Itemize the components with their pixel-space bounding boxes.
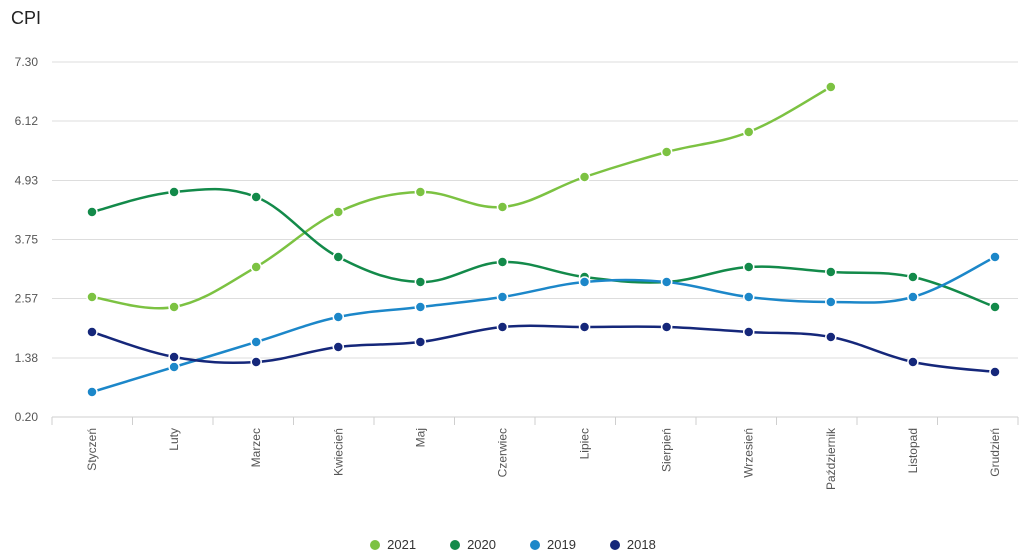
y-axis: 7.30 6.12 4.93 3.75 2.57 1.38 0.20 xyxy=(15,55,39,424)
x-tick-label: Kwiecień xyxy=(331,428,345,476)
data-point-2018[interactable] xyxy=(742,326,755,338)
x-tick-label: Marzec xyxy=(249,428,263,467)
series-line-2020 xyxy=(91,187,996,309)
data-point-2018[interactable] xyxy=(989,366,1001,378)
data-point-2018[interactable] xyxy=(86,326,98,338)
series-line-2019 xyxy=(91,255,996,394)
data-point-2018[interactable] xyxy=(250,356,262,368)
chart-title: CPI xyxy=(11,8,42,28)
y-tick-label: 3.75 xyxy=(15,233,39,247)
data-point-2020[interactable] xyxy=(332,251,345,263)
y-tick-label: 4.93 xyxy=(15,174,39,188)
data-point-2019[interactable] xyxy=(989,251,1001,263)
data-point-2020[interactable] xyxy=(825,266,837,278)
legend-item-2021[interactable]: 2021 xyxy=(370,537,416,552)
data-point-2018[interactable] xyxy=(907,356,919,368)
gridlines xyxy=(52,61,1018,418)
data-point-2020[interactable] xyxy=(907,271,919,283)
data-point-2019[interactable] xyxy=(907,291,919,303)
legend-label: 2020 xyxy=(467,537,496,552)
data-point-2018[interactable] xyxy=(578,321,591,333)
x-tick-label: Luty xyxy=(167,428,181,451)
x-tick-label: Maj xyxy=(413,428,427,447)
series-line-2018 xyxy=(91,324,996,374)
data-point-2019[interactable] xyxy=(168,361,180,373)
data-point-2018[interactable] xyxy=(660,321,673,333)
legend-marker xyxy=(530,539,540,550)
data-point-2021[interactable] xyxy=(496,201,509,213)
data-point-2020[interactable] xyxy=(250,191,262,203)
y-tick-label: 7.30 xyxy=(15,55,39,69)
data-point-2020[interactable] xyxy=(86,206,98,218)
data-point-2021[interactable] xyxy=(168,301,180,313)
data-point-2019[interactable] xyxy=(86,386,98,398)
x-tick-label: Listopad xyxy=(906,428,920,473)
data-point-2019[interactable] xyxy=(250,336,262,348)
data-point-2019[interactable] xyxy=(742,291,755,303)
series-line-2021 xyxy=(91,85,832,310)
legend-label: 2018 xyxy=(626,537,656,552)
data-point-2020[interactable] xyxy=(989,301,1001,313)
data-point-2020[interactable] xyxy=(742,261,755,273)
x-tick-label: Czerwiec xyxy=(495,428,509,477)
data-point-2021[interactable] xyxy=(86,291,98,303)
data-point-2018[interactable] xyxy=(414,336,427,348)
legend-label: 2021 xyxy=(387,537,417,552)
legend-label: 2019 xyxy=(547,537,576,552)
y-tick-label: 1.38 xyxy=(15,351,39,365)
y-tick-label: 6.12 xyxy=(15,114,39,128)
data-point-2021[interactable] xyxy=(332,206,345,218)
data-point-2020[interactable] xyxy=(414,276,427,288)
x-axis: Styczeń Luty Marzec Kwiecień Maj Czerwiec Lipi… xyxy=(51,416,1019,490)
series-lines xyxy=(91,85,996,394)
legend-item-2019[interactable]: 2019 xyxy=(530,537,576,552)
data-point-2021[interactable] xyxy=(578,171,591,183)
legend-item-2018[interactable]: 2018 xyxy=(609,537,656,552)
y-tick-label: 0.20 xyxy=(15,410,39,424)
data-point-2021[interactable] xyxy=(250,261,262,273)
data-point-2019[interactable] xyxy=(332,311,345,323)
x-tick-label: Styczeń xyxy=(85,428,99,471)
data-point-2018[interactable] xyxy=(825,331,837,343)
data-point-2019[interactable] xyxy=(496,291,509,303)
x-tick-label: Lipiec xyxy=(578,428,592,459)
legend: 2021 2020 2019 2018 xyxy=(0,537,1026,552)
x-tick-label: Wrzesień xyxy=(742,428,756,478)
legend-marker xyxy=(370,539,381,550)
data-point-2018[interactable] xyxy=(332,341,345,353)
legend-item-2020[interactable]: 2020 xyxy=(450,537,496,552)
data-point-2019[interactable] xyxy=(578,276,591,288)
y-tick-label: 2.57 xyxy=(15,292,39,306)
data-point-2019[interactable] xyxy=(825,296,837,308)
data-point-2021[interactable] xyxy=(660,146,673,158)
legend-marker xyxy=(609,539,620,550)
data-point-2020[interactable] xyxy=(496,256,509,268)
data-point-2018[interactable] xyxy=(496,321,509,333)
data-point-2018[interactable] xyxy=(168,351,180,363)
legend-marker xyxy=(450,539,461,550)
data-point-2019[interactable] xyxy=(660,276,673,288)
data-point-2021[interactable] xyxy=(414,186,427,198)
data-point-2019[interactable] xyxy=(414,301,427,313)
x-tick-label: Październik xyxy=(824,427,838,490)
series-points xyxy=(86,81,1001,398)
data-point-2021[interactable] xyxy=(742,126,755,138)
data-point-2020[interactable] xyxy=(168,186,180,198)
x-tick-label: Sierpień xyxy=(660,428,674,472)
x-tick-label: Grudzień xyxy=(988,428,1002,477)
data-point-2021[interactable] xyxy=(825,81,837,93)
